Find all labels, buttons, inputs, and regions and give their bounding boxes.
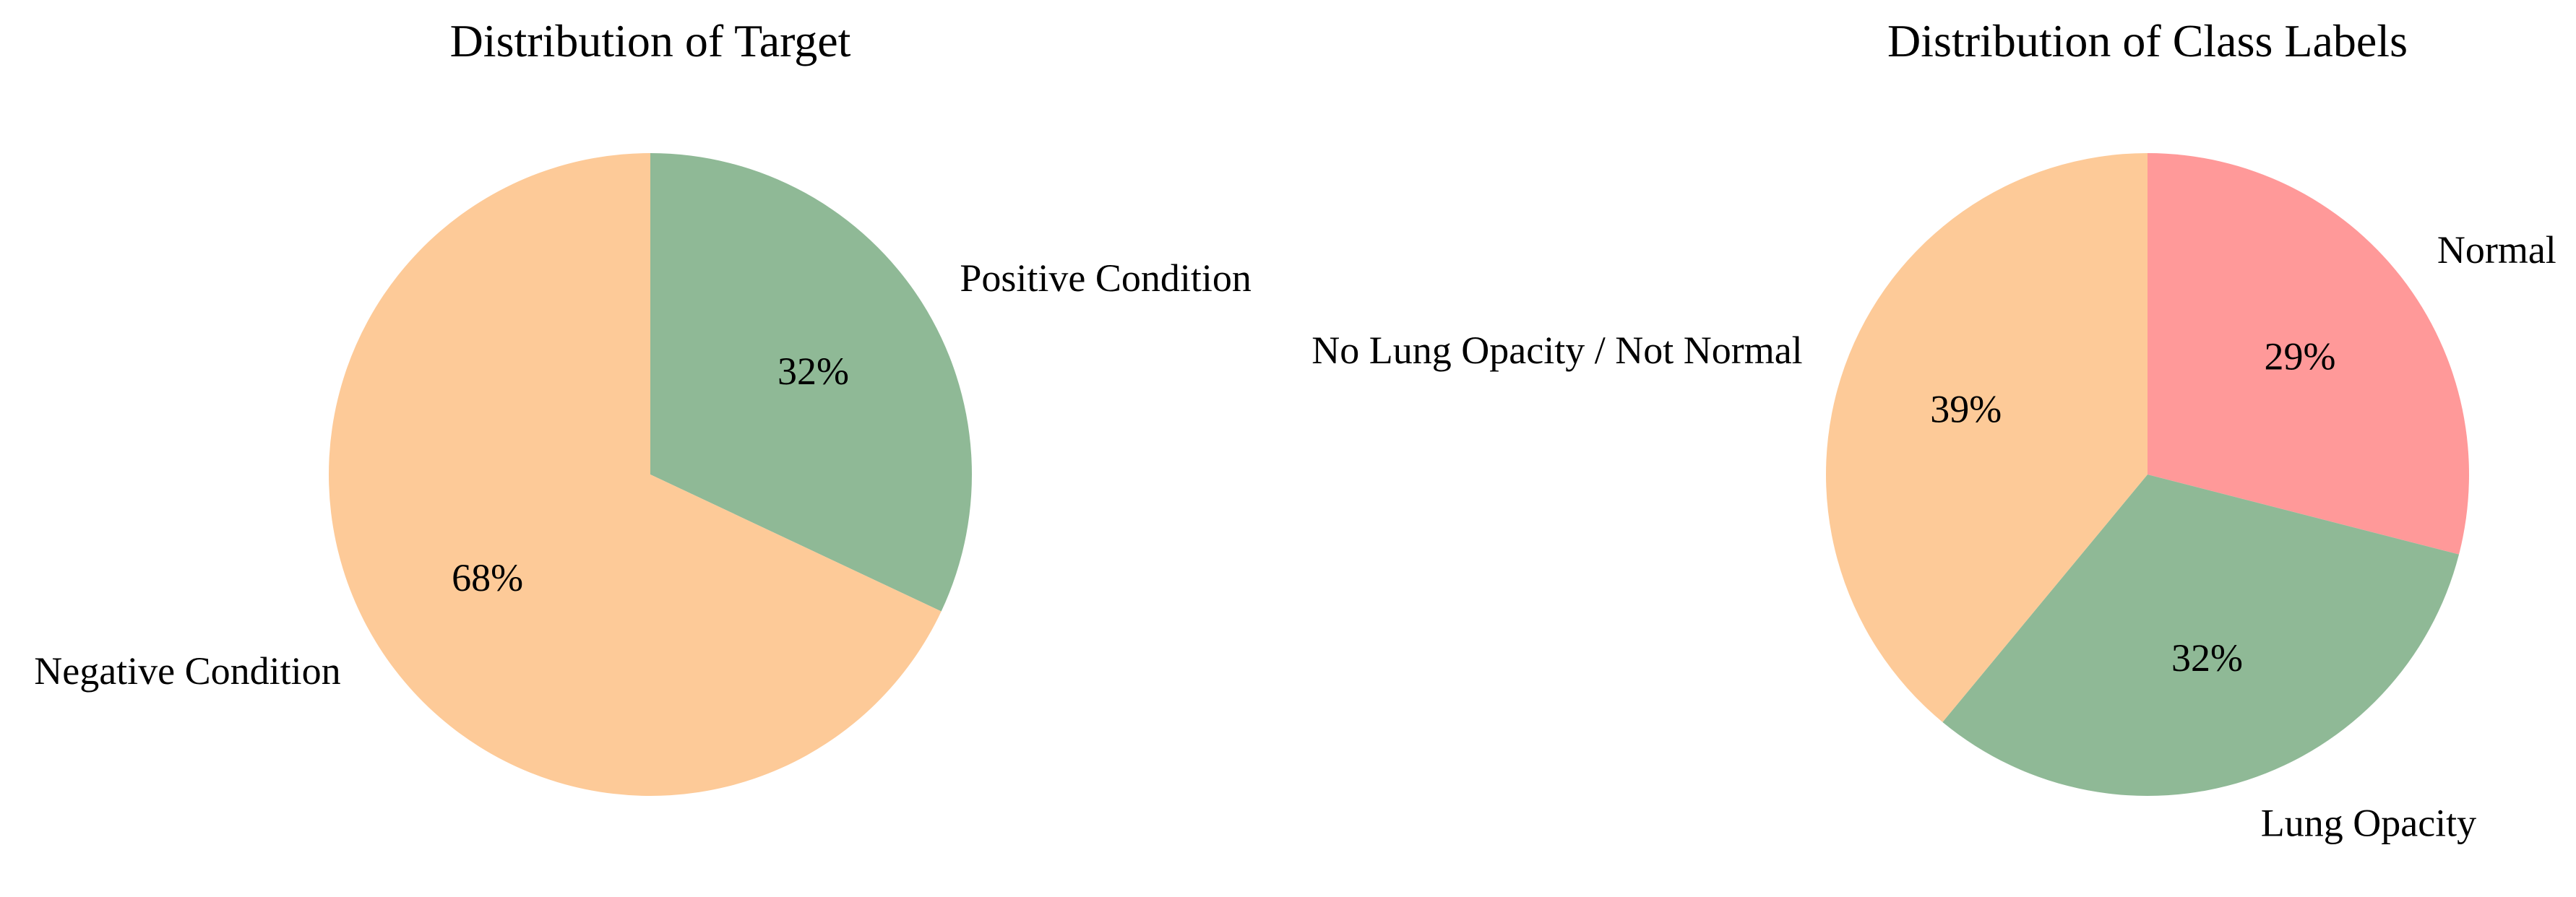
pie-slice-negative-condition [328, 153, 942, 796]
pct-label-normal: 29% [2264, 334, 2335, 378]
pct-label-positive-condition: 32% [777, 350, 849, 393]
slice-label-no-lung-opacity-not-normal: No Lung Opacity / Not Normal [1311, 329, 1802, 372]
pct-label-no-lung-opacity-not-normal: 39% [1930, 388, 2002, 431]
pie-slice-no-lung-opacity-not-normal [1825, 153, 2148, 722]
pie-labels-class-labels: 29% Normal 32% Lung Opacity 39% No Lung Opaci… [1311, 228, 2556, 844]
slice-label-normal: Normal [2437, 228, 2556, 272]
pie-slices-class-labels [1825, 153, 2470, 796]
slice-label-lung-opacity: Lung Opacity [2261, 801, 2476, 844]
pct-label-negative-condition: 68% [452, 556, 523, 599]
chart-title-class-labels: Distribution of Class Labels [1887, 15, 2408, 66]
pie-chart-target: Distribution of Target 32% Positive Condi… [34, 15, 1252, 796]
pct-label-lung-opacity: 32% [2171, 636, 2243, 680]
slice-label-negative-condition: Negative Condition [34, 649, 340, 693]
pie-slices-target [328, 153, 973, 796]
pie-chart-class-labels: Distribution of Class Labels 29% Normal 32… [1311, 15, 2556, 844]
pie-slice-normal [2148, 153, 2470, 555]
pie-slice-positive-condition [650, 153, 973, 612]
chart-title-target: Distribution of Target [450, 15, 851, 66]
slice-label-positive-condition: Positive Condition [960, 256, 1252, 300]
pie-labels-target: 32% Positive Condition 68% Negative Conditi… [34, 256, 1252, 693]
pie-slice-lung-opacity [1942, 474, 2460, 796]
